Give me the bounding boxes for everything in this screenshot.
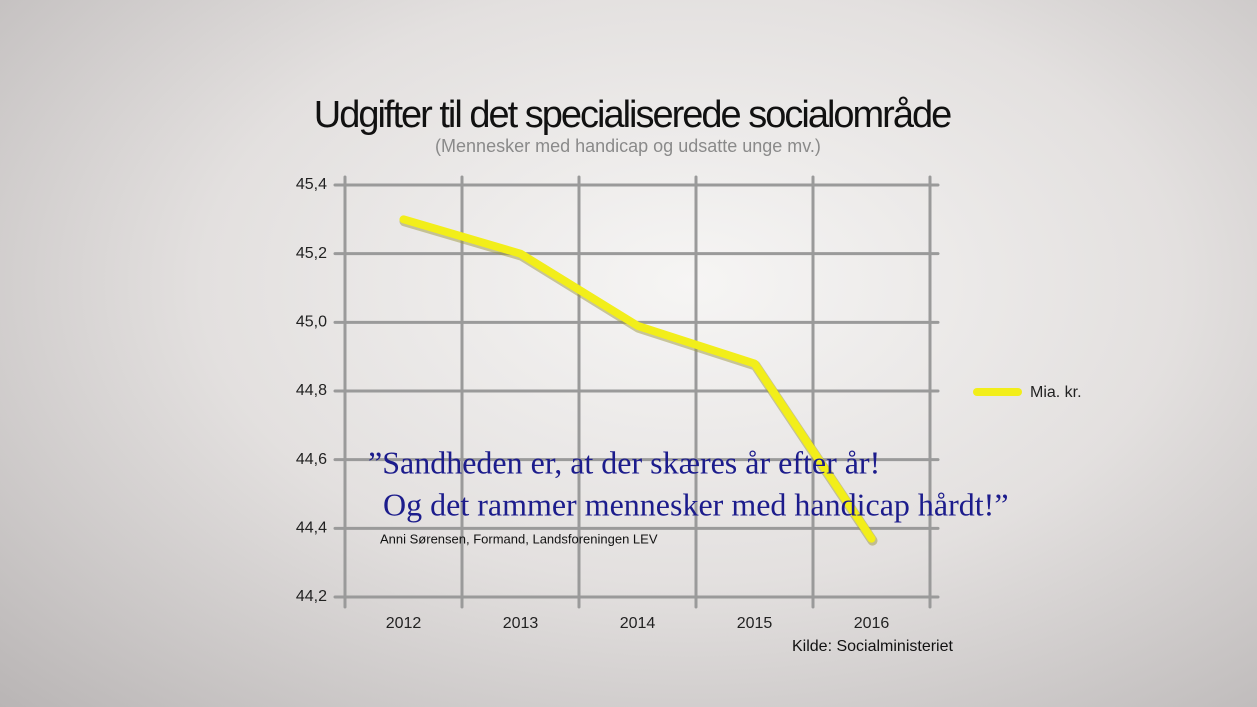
y-tick-label: 44,8 — [296, 382, 327, 399]
x-tick-label: 2012 — [386, 615, 422, 632]
y-tick-label: 45,2 — [296, 245, 327, 262]
data-line — [399, 215, 876, 543]
x-tick-label: 2013 — [503, 615, 539, 632]
chart-subtitle: (Mennesker med handicap og udsatte unge … — [435, 136, 821, 156]
y-tick-label: 44,6 — [296, 451, 327, 468]
y-tick-label: 44,4 — [296, 520, 327, 537]
quote-line: ”Sandheden er, at der skæres år efter år… — [368, 444, 880, 480]
chart-title: Udgifter til det specialiserede socialom… — [314, 94, 951, 136]
quote-line: Og det rammer mennesker med handicap hår… — [383, 486, 1009, 522]
source: Kilde: Socialministeriet — [792, 638, 954, 655]
x-tick-label: 2014 — [620, 615, 656, 632]
legend-label: Mia. kr. — [1030, 384, 1082, 401]
x-tick-label: 2016 — [854, 615, 890, 632]
y-tick-label: 44,2 — [296, 588, 327, 605]
y-tick-label: 45,4 — [296, 176, 327, 193]
x-tick-label: 2015 — [737, 615, 773, 632]
y-tick-label: 45,0 — [296, 314, 327, 331]
attribution: Anni Sørensen, Formand, Landsforeningen … — [380, 531, 658, 546]
